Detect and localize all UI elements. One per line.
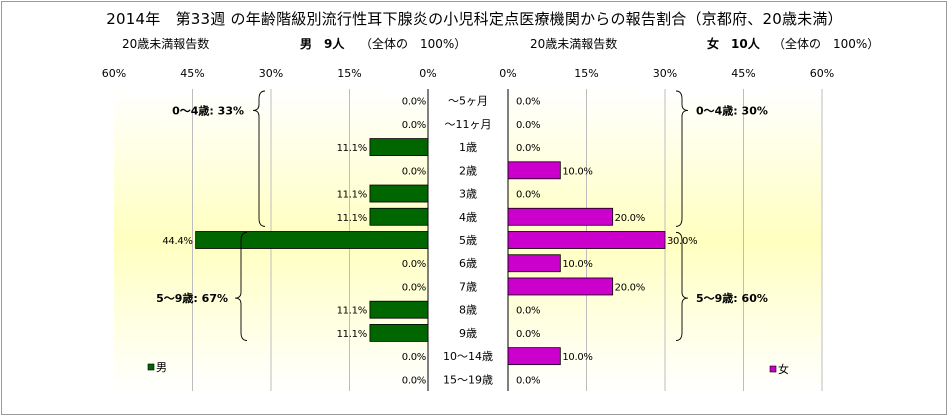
category-label: 6歳	[459, 257, 477, 270]
female-tick-label: 30%	[653, 67, 677, 80]
category-label: 10～14歳	[443, 350, 493, 363]
female-bar	[507, 347, 561, 366]
female-value-label: 10.0%	[562, 352, 592, 363]
male-tick-label: 15%	[337, 67, 361, 80]
male-bar	[369, 324, 429, 342]
male-legend-label: 男	[156, 361, 167, 374]
male-value-label: 0.0%	[402, 259, 426, 270]
male-value-label: 0.0%	[402, 166, 426, 177]
female-value-label: 0.0%	[516, 190, 540, 201]
category-label: ～5ヶ月	[448, 95, 488, 108]
female-count-value: 女 10人	[707, 37, 760, 51]
male-group-0-4-label: 0～4歳: 33%	[172, 103, 244, 117]
female-value-label: 0.0%	[516, 375, 540, 386]
female-group-bracket-0-4	[675, 90, 689, 227]
male-value-label: 11.1%	[337, 143, 367, 154]
female-bar	[507, 231, 666, 249]
category-label: 4歳	[459, 211, 477, 224]
male-count-value: 男 9人	[300, 37, 345, 51]
male-bar	[369, 184, 429, 203]
female-bar	[507, 254, 561, 273]
male-value-label: 11.1%	[337, 306, 367, 317]
value-labels: 0.0% 0.0% 0.0% 0.0% 11.1% 0.0% 0.0% 10.0% 11.1% 0…	[162, 97, 697, 387]
female-group-bracket-5-9	[675, 231, 689, 341]
female-value-label: 0.0%	[516, 329, 540, 340]
male-tick-label: 0%	[419, 67, 436, 80]
female-bar	[507, 277, 614, 296]
group-annotations: 0～4歳: 33% 5～9歳: 67% 0～4歳: 30% 5～9歳: 60%	[156, 90, 768, 341]
male-bar	[195, 231, 429, 249]
female-legend-label: 女	[778, 362, 789, 376]
female-tick-label: 0%	[499, 67, 516, 80]
category-label: 2歳	[459, 164, 477, 177]
legend: 男女	[147, 361, 789, 376]
female-tick-label: 15%	[574, 67, 598, 80]
male-count-label: 20歳未満報告数	[122, 37, 210, 51]
category-labels: ～5ヶ月 ～11ヶ月 1歳 2歳 3歳 4歳 5歳 6歳 7歳 8歳 9歳 10～14歳 15～19歳	[443, 95, 493, 387]
male-value-label: 11.1%	[337, 190, 367, 201]
female-value-label: 20.0%	[615, 282, 645, 293]
male-tick-label: 30%	[259, 67, 283, 80]
male-value-label: 0.0%	[402, 282, 426, 293]
male-share: （全体の 100%）	[360, 37, 467, 51]
category-label: 7歳	[459, 280, 477, 293]
male-group-bracket-0-4	[252, 90, 266, 227]
female-bar	[507, 161, 561, 180]
male-tick-label: 60%	[102, 67, 126, 80]
male-value-label: 0.0%	[402, 97, 426, 108]
female-value-label: 10.0%	[562, 259, 592, 270]
category-label: 5歳	[459, 234, 477, 247]
female-value-label: 0.0%	[516, 97, 540, 108]
axis-ticks: 60% 0% 45% 15% 30% 30% 15% 45% 0% 60%	[102, 67, 834, 80]
male-value-label: 11.1%	[337, 329, 367, 340]
male-value-label: 0.0%	[402, 120, 426, 131]
male-value-label: 44.4%	[162, 236, 192, 247]
male-bar	[369, 207, 429, 226]
category-label: 9歳	[459, 327, 477, 340]
male-tick-label: 45%	[180, 67, 204, 80]
male-group-5-9-label: 5～9歳: 67%	[156, 291, 228, 305]
female-value-label: 10.0%	[562, 166, 592, 177]
female-share: （全体の 100%）	[773, 37, 880, 51]
female-bar	[507, 207, 614, 226]
category-label: 8歳	[459, 304, 477, 317]
male-value-label: 0.0%	[402, 352, 426, 363]
chart-title: 2014年 第33週 の年齢階級別流行性耳下腺炎の小児科定点医療機関からの報告割…	[106, 10, 843, 28]
category-label: 3歳	[459, 188, 477, 201]
male-legend-swatch	[147, 363, 155, 371]
female-group-0-4-label: 0～4歳: 30%	[696, 103, 768, 117]
category-label: ～11ヶ月	[445, 118, 492, 131]
female-tick-label: 45%	[731, 67, 755, 80]
male-bar	[369, 300, 429, 319]
female-count: 女 10人	[707, 35, 760, 52]
male-value-label: 11.1%	[337, 213, 367, 224]
female-tick-label: 60%	[810, 67, 834, 80]
female-value-label: 20.0%	[615, 213, 645, 224]
bars	[195, 138, 666, 366]
female-legend-swatch	[769, 365, 777, 373]
male-group-bracket-5-9	[234, 231, 248, 341]
category-label: 15～19歳	[443, 373, 493, 386]
male-count: 男 9人	[300, 35, 344, 52]
female-group-5-9-label: 5～9歳: 60%	[696, 291, 768, 305]
category-label: 1歳	[459, 141, 477, 154]
female-count-label: 20歳未満報告数	[530, 37, 618, 51]
female-value-label: 0.0%	[516, 143, 540, 154]
female-value-label: 0.0%	[516, 120, 540, 131]
male-bar	[369, 138, 429, 156]
male-value-label: 0.0%	[402, 375, 426, 386]
female-value-label: 0.0%	[516, 306, 540, 317]
